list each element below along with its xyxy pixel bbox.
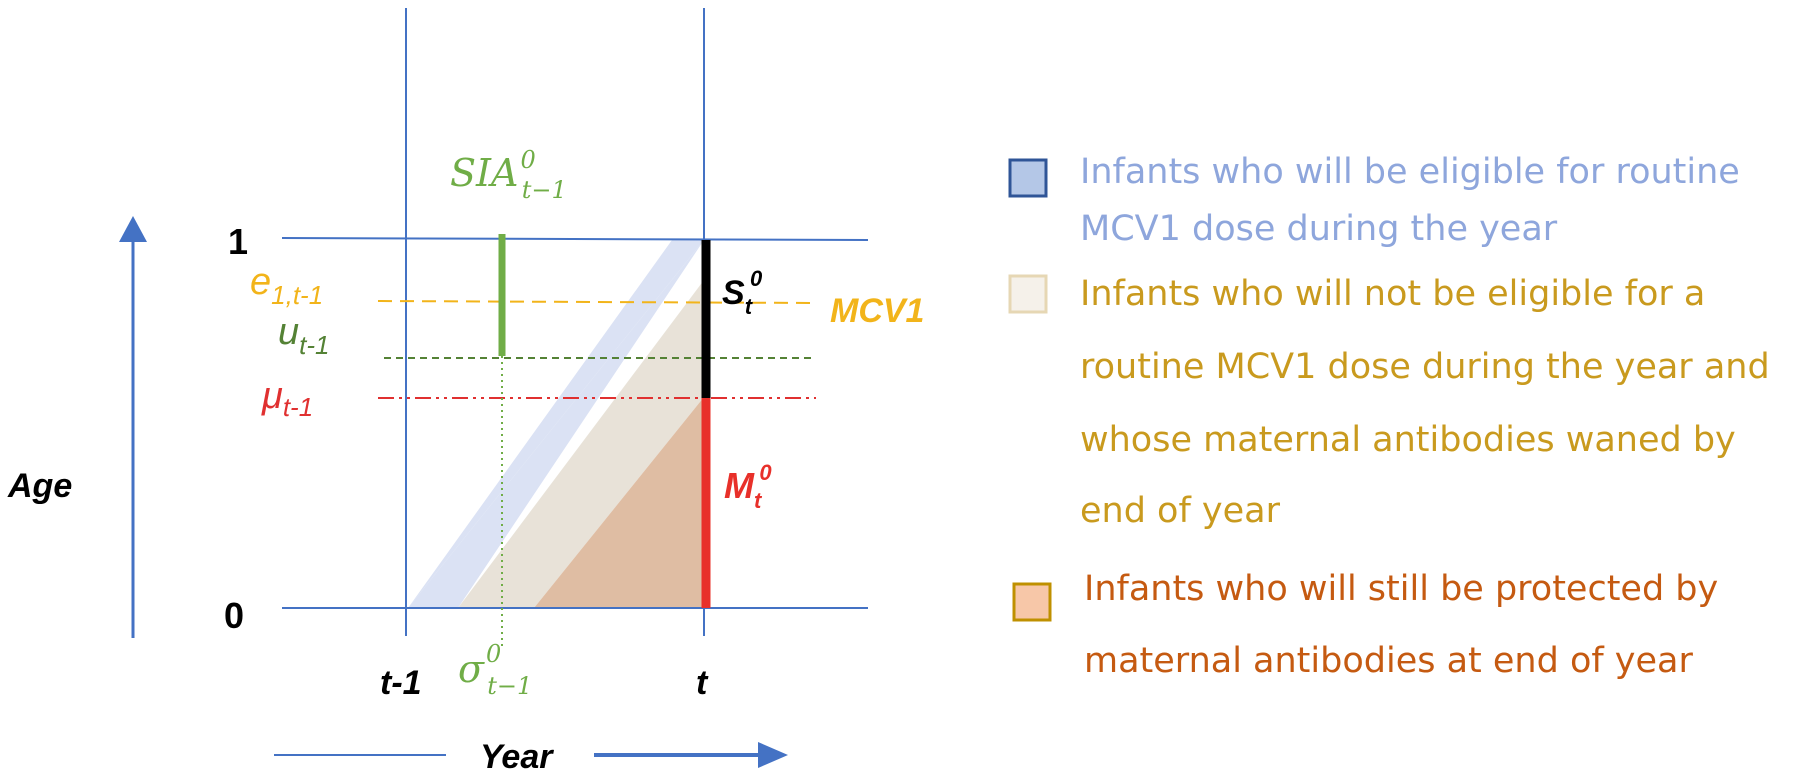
legend-text-eligible-line-1: Infants who will be eligible for routine (1080, 152, 1740, 192)
m-label: Mt 0 (724, 460, 772, 513)
sigma-main: σ (458, 647, 485, 691)
legend: Infants who will be eligible for routine… (1008, 152, 1770, 681)
s-sup: 0 (750, 266, 763, 291)
s-main: S (722, 274, 745, 312)
u-line-label: ut-1 (278, 311, 329, 360)
mcv1-label: MCV1 (830, 292, 924, 330)
e-sub: 1,t-1 (271, 280, 323, 310)
legend-text-not-eligible-line-2: routine MCV1 dose during the year and (1080, 347, 1770, 387)
region-maternal-protected (534, 397, 704, 608)
m-sup: 0 (759, 460, 772, 485)
e-level-line (377, 300, 817, 304)
age-0-label: 0 (224, 595, 244, 636)
sia-main: SIA (450, 151, 519, 195)
year-axis-arrow-head (758, 742, 788, 768)
legend-swatch-not-eligible (1008, 274, 1048, 314)
age-1-label: 1 (228, 221, 248, 262)
legend-swatch-eligible (1008, 158, 1048, 198)
legend-text-not-eligible-line-3: whose maternal antibodies waned by (1080, 420, 1736, 460)
legend-swatch-protected (1012, 582, 1052, 622)
mu-sub: t-1 (283, 392, 313, 422)
year-axis-label: Year (480, 738, 554, 776)
mu-main: μ (261, 375, 283, 417)
e-line-label: e1,t-1 (250, 261, 323, 310)
sigma-label: σ0 t−1 (458, 640, 532, 700)
s-label: St 0 (722, 266, 763, 319)
legend-text-protected-line-2: maternal antibodies at end of year (1084, 641, 1694, 681)
age-axis-label: Age (7, 467, 72, 505)
region-eligible-mcv1-upper (408, 240, 704, 608)
s-sub: t (745, 294, 754, 319)
legend-text-eligible-line-2: MCV1 dose during the year (1080, 209, 1558, 249)
sia-sup: 0 (521, 146, 536, 174)
m-sub: t (754, 488, 763, 513)
sia-label: SIA0 t−1 (450, 146, 567, 204)
e-main: e (250, 261, 271, 303)
mu-line-label: μt-1 (261, 375, 313, 422)
legend-text-not-eligible-line-1: Infants who will not be eligible for a (1080, 274, 1705, 314)
horizontal-line-age-1 (281, 237, 869, 241)
sia-sub: t−1 (522, 176, 567, 204)
u-main: u (278, 311, 299, 353)
sigma-sub: t−1 (487, 672, 532, 700)
region-not-eligible-waned (458, 280, 704, 608)
u-sub: t-1 (299, 330, 329, 360)
sigma-sup: 0 (486, 640, 501, 668)
tick-label-t-minus-1: t-1 (380, 664, 422, 702)
tick-label-t: t (696, 664, 709, 702)
legend-text-not-eligible-line-4: end of year (1080, 491, 1281, 531)
m-main: M (724, 465, 755, 506)
legend-text-protected-line-1: Infants who will still be protected by (1084, 569, 1718, 609)
age-axis-arrow-head (119, 216, 147, 242)
